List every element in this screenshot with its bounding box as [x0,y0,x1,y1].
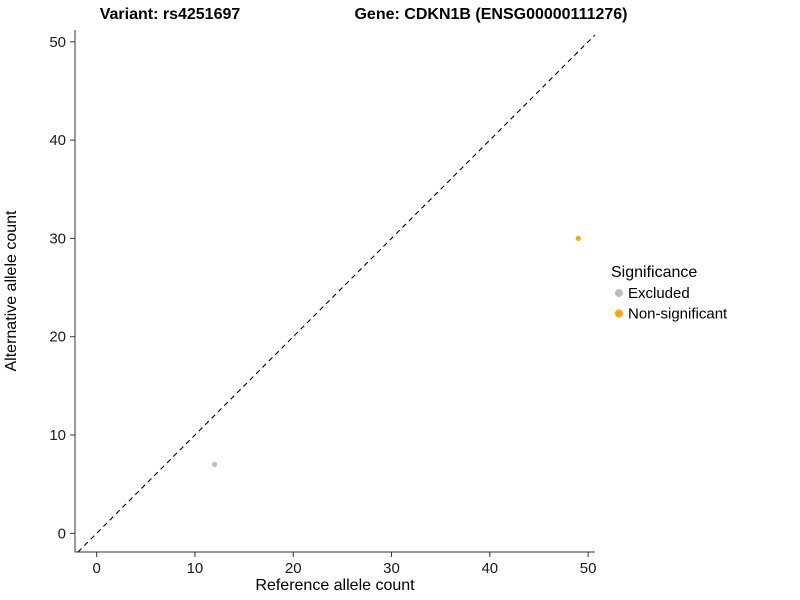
y-axis-title: Alternative allele count [3,210,20,372]
identity-line-layer [77,34,596,553]
data-point [575,235,581,242]
identity-line [77,34,596,553]
y-tick-label: 10 [49,427,66,444]
y-tick-label: 20 [49,329,66,346]
legend-key-excluded [615,289,623,297]
y-tick-label: 50 [49,34,66,51]
x-tick-label: 10 [187,560,204,577]
x-tick-label: 40 [481,560,498,577]
y-tick-label: 30 [49,230,66,247]
gene-title: Gene: CDKN1B (ENSG00000111276) [354,6,627,23]
legend-label-nonsignificant: Non-significant [628,306,728,323]
legend-label-excluded: Excluded [628,285,690,302]
points-layer [211,235,581,468]
legend-key-nonsignificant [615,309,623,318]
x-tick-label: 0 [92,560,100,577]
x-axis-title: Reference allele count [255,577,415,594]
legend-title: Significance [611,264,697,281]
legend: Significance Excluded Non-significant [611,264,728,323]
y-tick-label: 0 [58,525,66,542]
x-tick-label: 30 [383,560,400,577]
variant-title: Variant: rs4251697 [100,6,241,23]
x-tick-label: 20 [285,560,302,577]
axes-layer: 0 10 20 30 40 50 0 10 20 30 40 50 [49,30,596,577]
x-tick-label: 50 [580,560,597,577]
y-tick-label: 40 [49,132,66,149]
data-point [211,461,218,468]
